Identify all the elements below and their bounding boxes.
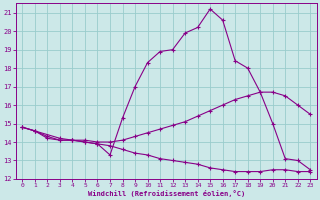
X-axis label: Windchill (Refroidissement éolien,°C): Windchill (Refroidissement éolien,°C) [88, 190, 245, 197]
